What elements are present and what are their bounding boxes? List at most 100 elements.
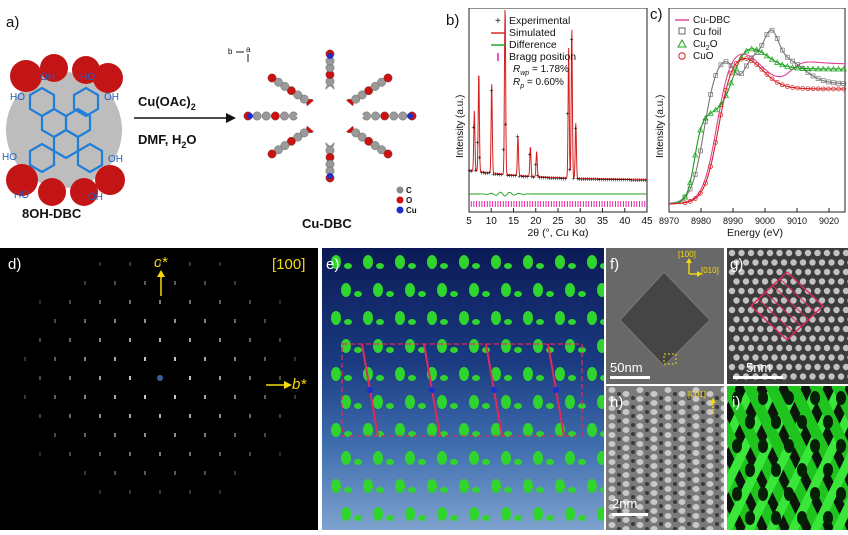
- fringe-spot: [650, 427, 658, 433]
- xrd-legend-sim: Simulated: [509, 27, 556, 39]
- oh-text-3: HO: [14, 190, 29, 201]
- fringe-spot: [636, 387, 644, 393]
- lattice-spot: [814, 363, 821, 371]
- density-blob: [405, 395, 415, 409]
- diffraction-spot: [24, 395, 26, 399]
- fringe-spot: [636, 450, 644, 456]
- framework-atom: [377, 77, 386, 87]
- lattice-spot: [818, 316, 826, 323]
- density-blob: [344, 487, 352, 493]
- density-blob: [491, 423, 501, 437]
- xrd-exp-point: +: [568, 167, 572, 174]
- fringe-gap: [687, 396, 691, 400]
- lattice-spot: [823, 306, 831, 314]
- fringe-gap: [659, 504, 663, 508]
- lattice-spot: [776, 287, 783, 295]
- o-atom-4: [93, 63, 123, 93]
- diffraction-spot: [159, 414, 161, 418]
- xanes-marker: [790, 85, 795, 90]
- fringe-spot: [608, 441, 616, 447]
- xrd-exp-point: +: [602, 177, 606, 184]
- diffraction-spot: [204, 471, 206, 475]
- xrd-exp-point: +: [493, 172, 497, 179]
- oh-text-2: HO: [2, 152, 17, 163]
- lattice-spot: [795, 287, 802, 295]
- diffraction-spot: [204, 395, 206, 399]
- framework-cu-dbc: [243, 49, 417, 183]
- fringe-spot: [678, 427, 686, 433]
- lattice-spot: [790, 259, 797, 266]
- fringe-spot: [692, 495, 700, 501]
- fringe-spot: [720, 477, 724, 483]
- diffraction-spot: [189, 376, 191, 380]
- lattice-spot: [818, 259, 826, 266]
- density-blob: [472, 487, 480, 493]
- lattice-spot: [833, 363, 840, 371]
- density-blob: [395, 479, 405, 493]
- lattice-spot: [757, 344, 764, 352]
- framework-cu: [429, 387, 435, 393]
- o-atom-6: [38, 178, 66, 206]
- xanes-marker: [744, 56, 749, 61]
- diffraction-spot: [144, 281, 146, 285]
- fringe-gap: [687, 459, 691, 463]
- density-pore: [771, 463, 781, 477]
- lattice-spot: [766, 325, 774, 333]
- density-blob: [533, 451, 543, 465]
- lattice-spot: [728, 363, 736, 371]
- density-blob: [600, 263, 604, 269]
- density-blob: [533, 283, 543, 297]
- xanes-marker: [764, 72, 770, 77]
- xrd-exp-point: +: [515, 133, 519, 140]
- xanes-tick-label: 9000: [755, 216, 775, 226]
- fringe-gap: [687, 441, 691, 445]
- framework-atom: [280, 141, 290, 150]
- density-pore: [745, 463, 755, 477]
- oh-text-1: HO: [10, 92, 25, 103]
- lattice-spot: [776, 344, 783, 352]
- central-beam: [157, 375, 163, 381]
- fringe-gap: [701, 482, 705, 486]
- crystal-rhombus: [619, 271, 711, 367]
- lattice-spot: [837, 335, 845, 342]
- density-blob: [344, 319, 352, 325]
- fringe-gap: [631, 486, 635, 490]
- fringe-spot: [692, 423, 700, 429]
- xanes-marker: [825, 65, 832, 72]
- cu-node: [327, 173, 333, 179]
- xrd-exp-point: +: [543, 175, 547, 182]
- lattice-spot: [785, 306, 793, 314]
- xanes-marker: [779, 82, 785, 88]
- density-strand: [727, 386, 736, 405]
- xanes-marker: [754, 62, 760, 67]
- framework-atom: [351, 94, 361, 104]
- xrd-exp-point: +: [594, 177, 598, 184]
- fringe-gap: [659, 477, 663, 481]
- xrd-exp-point: +: [495, 172, 499, 179]
- fringe-gap: [617, 419, 621, 423]
- lattice-spot: [742, 297, 750, 304]
- density-blob: [450, 291, 458, 297]
- density-blob: [565, 339, 575, 353]
- density-blob: [363, 479, 373, 493]
- xanes-frame: [668, 8, 846, 213]
- density-blob: [405, 507, 415, 521]
- xrd-exp-point: +: [628, 177, 632, 184]
- fringe-gap: [687, 495, 691, 499]
- xrd-exp-point: +: [489, 88, 493, 95]
- xrd-exp-marker: +: [495, 16, 501, 27]
- xanes-marker: [769, 76, 775, 82]
- fringe-gap: [617, 437, 621, 441]
- density-blob: [386, 347, 394, 353]
- density-blob: [504, 487, 512, 493]
- fringe-gap: [617, 455, 621, 459]
- lattice-spot: [785, 363, 793, 371]
- density-blob: [450, 459, 458, 465]
- density-blob: [437, 395, 447, 409]
- lattice-spot: [842, 306, 848, 314]
- diffraction-spot: [249, 414, 251, 418]
- density-blob: [514, 515, 522, 521]
- xanes-marker: [743, 47, 750, 54]
- fringe-gap: [659, 441, 663, 445]
- diffraction-spot: [129, 490, 131, 494]
